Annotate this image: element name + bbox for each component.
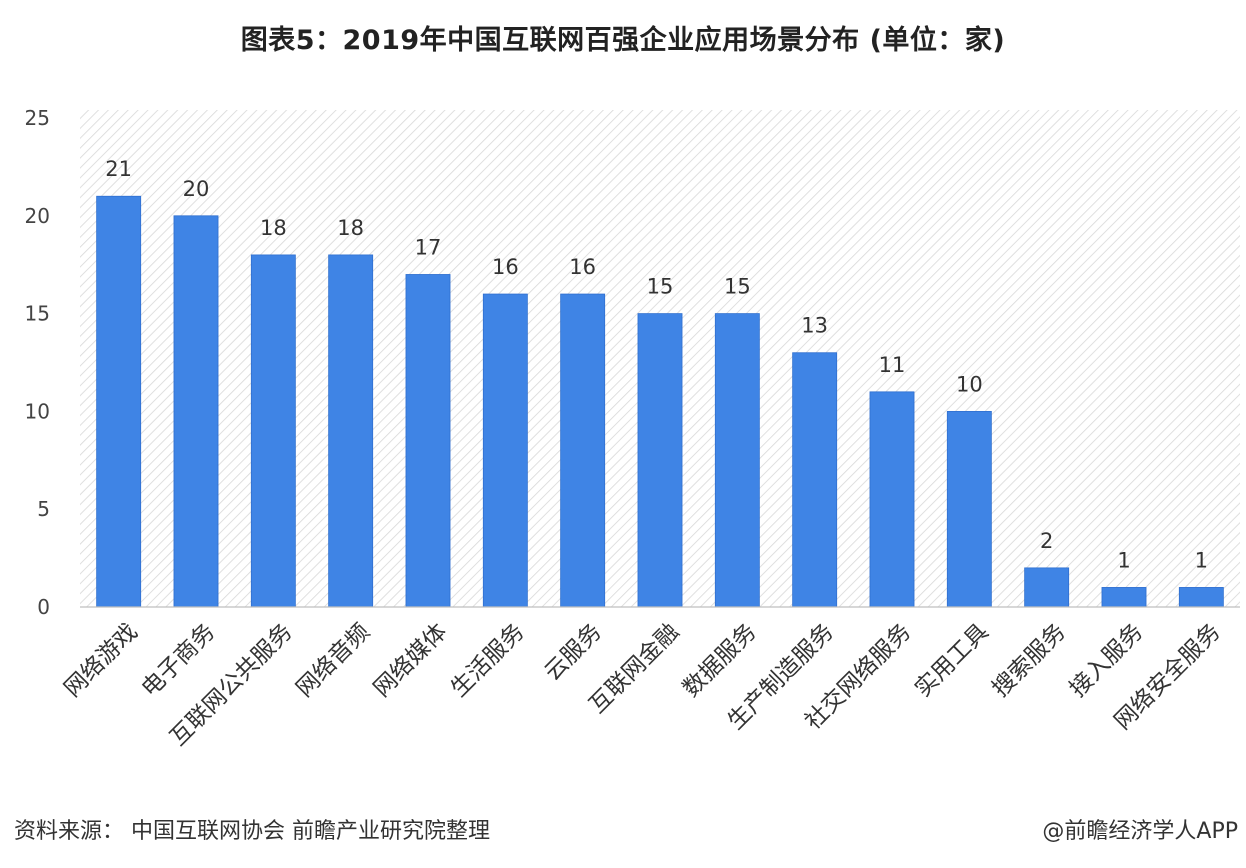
- bar: [328, 254, 374, 608]
- y-tick-label: 5: [37, 497, 50, 521]
- bar: [1024, 567, 1070, 608]
- y-tick-label: 10: [25, 399, 50, 423]
- bar-value-label: 15: [647, 275, 674, 299]
- y-tick-label: 15: [25, 302, 50, 326]
- y-axis: 0 5 10 15 20 25: [25, 106, 50, 619]
- bar-value-label: 10: [956, 372, 983, 396]
- bar-value-label: 1: [1195, 548, 1208, 572]
- x-category-label: 网络游戏: [59, 619, 142, 702]
- bar: [714, 313, 760, 608]
- bar: [560, 293, 606, 608]
- bar-value-label: 16: [492, 255, 519, 279]
- bar-value-label: 18: [337, 216, 364, 240]
- bar: [1101, 587, 1147, 608]
- y-tick-label: 25: [25, 106, 50, 130]
- x-category-label: 搜索服务: [987, 619, 1070, 702]
- bar: [96, 195, 142, 608]
- bar-value-label: 17: [415, 235, 442, 259]
- bar: [792, 352, 838, 608]
- x-category-label: 生活服务: [446, 619, 529, 702]
- bar: [637, 313, 683, 608]
- x-category-label: 网络媒体: [369, 619, 452, 702]
- bar: [173, 215, 219, 608]
- x-category-label: 实用工具: [910, 619, 993, 702]
- bar: [1178, 587, 1224, 608]
- bar: [946, 410, 992, 608]
- bar-value-label: 18: [260, 216, 287, 240]
- bar-value-label: 1: [1117, 548, 1130, 572]
- chart-title: 图表5：2019年中国互联网百强企业应用场景分布 (单位：家): [240, 25, 1006, 56]
- x-category-label: 网络音频: [291, 619, 374, 702]
- y-tick-label: 0: [37, 595, 50, 619]
- y-tick-label: 20: [25, 204, 50, 228]
- bar: [869, 391, 915, 608]
- bar: [482, 293, 528, 608]
- bar: [250, 254, 296, 608]
- bar-value-label: 2: [1040, 529, 1053, 553]
- x-category-label: 云服务: [540, 619, 607, 686]
- bar-value-label: 11: [879, 353, 906, 377]
- source-note: 资料来源： 中国互联网协会 前瞻产业研究院整理: [14, 819, 490, 844]
- credit-note: @前瞻经济学人APP: [1042, 819, 1238, 844]
- bar-value-label: 20: [183, 177, 210, 201]
- bar-value-label: 15: [724, 275, 751, 299]
- bar-value-label: 16: [569, 255, 596, 279]
- bar-value-label: 21: [105, 157, 132, 181]
- bar: [405, 274, 451, 608]
- bar-value-label: 13: [801, 314, 828, 338]
